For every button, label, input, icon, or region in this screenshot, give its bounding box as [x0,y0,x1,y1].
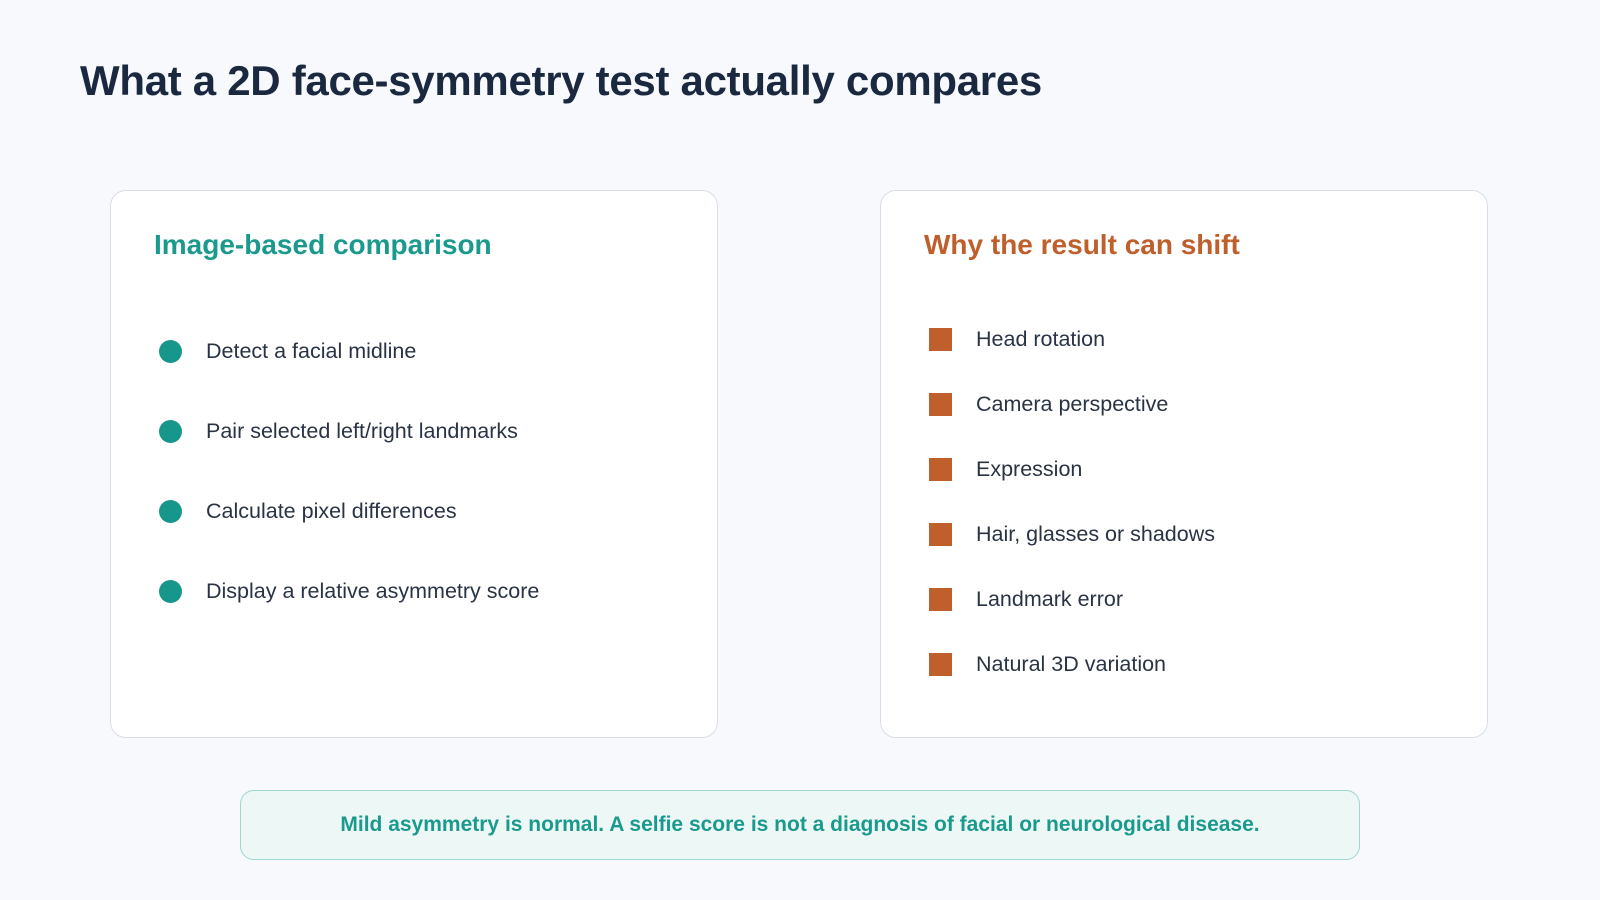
image-based-comparison-card: Image-based comparison Detect a facial m… [110,190,718,738]
circle-bullet-icon [159,579,182,603]
square-bullet-icon [929,588,952,611]
list-item: Landmark error [929,567,1215,632]
list-item-label: Calculate pixel differences [206,498,457,523]
list-item: Pair selected left/right landmarks [159,391,539,471]
list-item-label: Pair selected left/right landmarks [206,418,518,443]
page-title: What a 2D face-symmetry test actually co… [80,57,1042,104]
shift-factors-list: Head rotation Camera perspective Express… [929,307,1215,697]
list-item-label: Landmark error [976,587,1123,611]
disclaimer-text: Mild asymmetry is normal. A selfie score… [340,813,1260,836]
square-bullet-icon [929,393,952,416]
card-heading: Image-based comparison [154,229,492,260]
list-item: Head rotation [929,307,1215,372]
square-bullet-icon [929,458,952,481]
list-item-label: Detect a facial midline [206,338,417,363]
list-item-label: Camera perspective [976,392,1169,416]
list-item: Display a relative asymmetry score [159,551,539,631]
circle-bullet-icon [159,499,182,523]
disclaimer-banner: Mild asymmetry is normal. A selfie score… [240,790,1360,860]
circle-bullet-icon [159,339,182,363]
list-item-label: Natural 3D variation [976,652,1167,676]
list-item-label: Expression [976,457,1083,481]
result-shift-card: Why the result can shift Head rotation C… [880,190,1488,738]
list-item-label: Head rotation [976,327,1106,351]
square-bullet-icon [929,328,952,351]
square-bullet-icon [929,653,952,676]
circle-bullet-icon [159,419,182,443]
list-item: Natural 3D variation [929,632,1215,697]
list-item: Camera perspective [929,372,1215,437]
list-item: Calculate pixel differences [159,471,539,551]
list-item-label: Hair, glasses or shadows [976,522,1215,546]
list-item: Detect a facial midline [159,311,539,391]
list-item: Hair, glasses or shadows [929,502,1215,567]
card-heading: Why the result can shift [924,229,1240,260]
list-item-label: Display a relative asymmetry score [206,578,540,603]
comparison-steps-list: Detect a facial midline Pair selected le… [159,311,539,631]
list-item: Expression [929,437,1215,502]
square-bullet-icon [929,523,952,546]
